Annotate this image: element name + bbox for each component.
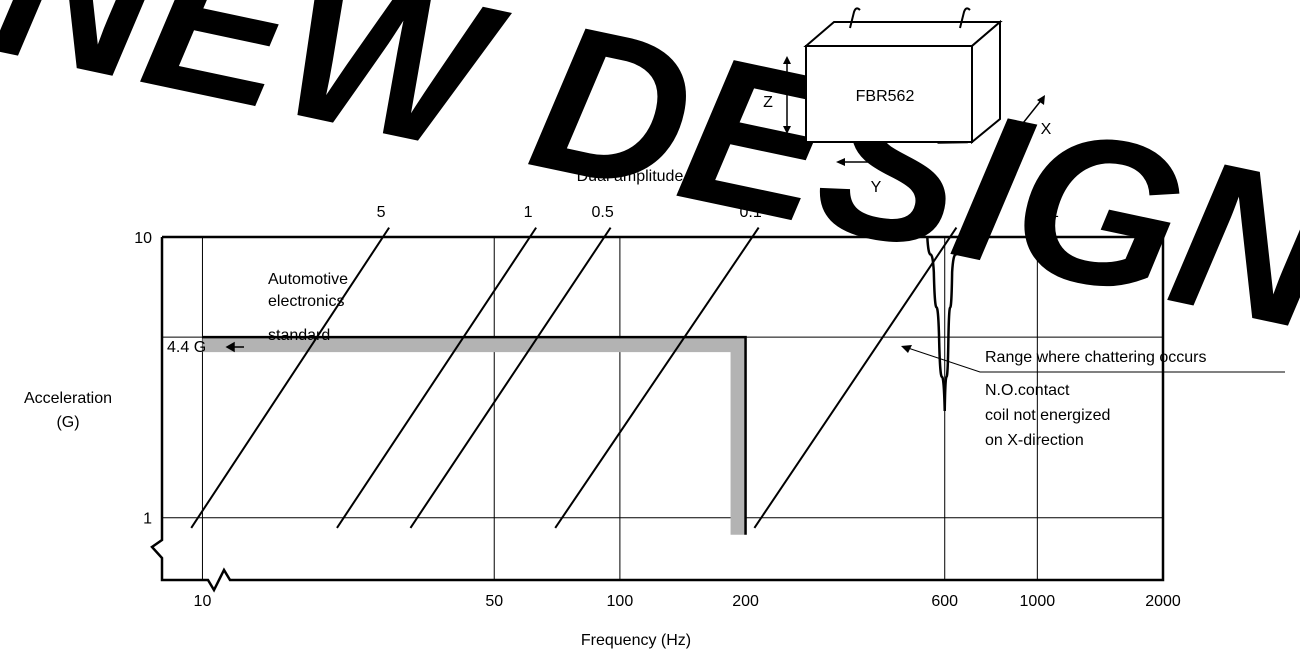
x-tick-label-50: 50 <box>485 593 503 610</box>
amplitude-label-5: 5 <box>377 204 386 221</box>
x-tick-label-600: 600 <box>931 593 958 610</box>
amplitude-label-0.1: 0.1 <box>740 204 762 221</box>
watermark-text: NEW DESIGN <box>0 0 1300 376</box>
y-tick-label-10: 10 <box>134 230 152 247</box>
standard-name-line2: electronics <box>268 293 344 310</box>
z-axis-label: Z <box>763 94 773 111</box>
annotation-note-2: coil not energized <box>985 407 1110 424</box>
standard-band-shade <box>202 338 745 535</box>
x-axis-label: X <box>1041 121 1052 138</box>
annotation-note-3: on X-direction <box>985 432 1084 449</box>
amplitude-line-0.01 <box>753 227 958 529</box>
plot-frame <box>150 235 1165 593</box>
x-tick-label-1000: 1000 <box>1020 593 1056 610</box>
amplitude-line-1 <box>336 227 537 529</box>
chatter-curve <box>926 236 961 412</box>
relay-label: FBR562 <box>856 88 915 105</box>
amplitude-line-0.1 <box>554 227 760 529</box>
x-tick-label-200: 200 <box>732 593 759 610</box>
standard-label: Automotive electronics standard 4.4 G <box>167 271 348 356</box>
plot-grid: 10 50 100 200 600 1000 2000 1 10 <box>134 230 1181 610</box>
standard-band <box>202 335 747 535</box>
standard-level-label: 4.4 G <box>167 339 206 356</box>
amplitude-label-0.01: 0.01 <box>1028 204 1059 221</box>
amplitude-label-0.5: 0.5 <box>591 204 613 221</box>
y-axis-label: Y <box>871 179 882 196</box>
relay-terminal-left <box>849 7 861 29</box>
y-tick-label-1: 1 <box>143 511 152 528</box>
relay-illustration: FBR562 Z Y X <box>763 7 1052 196</box>
amplitude-line-5 <box>190 227 390 529</box>
relay-terminal-right <box>959 7 971 29</box>
x-axis-arrow <box>999 97 1044 153</box>
annotation-note-1: N.O.contact <box>985 382 1070 399</box>
chatter-curve-group <box>926 236 961 412</box>
amplitude-label-1: 1 <box>524 204 533 221</box>
chatter-annotation: Range where chattering occurs N.O.contac… <box>901 345 1285 449</box>
y-axis-title-line1: Acceleration <box>24 390 112 407</box>
x-tick-label-2000: 2000 <box>1145 593 1181 610</box>
relay-front-face <box>805 45 973 143</box>
y-axis-title-line2: (G) <box>56 414 79 431</box>
x-axis-title: Frequency (Hz) <box>581 632 691 649</box>
annotation-title: Range where chattering occurs <box>985 349 1206 366</box>
standard-name-line1: Automotive <box>268 271 348 288</box>
standard-band-edge <box>202 335 747 535</box>
standard-name-line3: standard <box>268 327 330 344</box>
amplitude-line-0.5 <box>409 227 612 529</box>
axes-labels: Dual amplitude Frequency (Hz) Accelerati… <box>24 168 691 649</box>
x-tick-label-100: 100 <box>607 593 634 610</box>
relay-top-face <box>803 21 1003 47</box>
standard-level-arrow <box>225 341 244 353</box>
dual-amplitude-title: Dual amplitude <box>577 168 684 185</box>
annotation-leader <box>904 346 1285 373</box>
x-tick-label-10: 10 <box>194 593 212 610</box>
dual-amplitude-lines: 5 1 0.5 0.1 0.01 <box>190 204 1059 529</box>
watermark: NEW DESIGN <box>0 0 1300 376</box>
